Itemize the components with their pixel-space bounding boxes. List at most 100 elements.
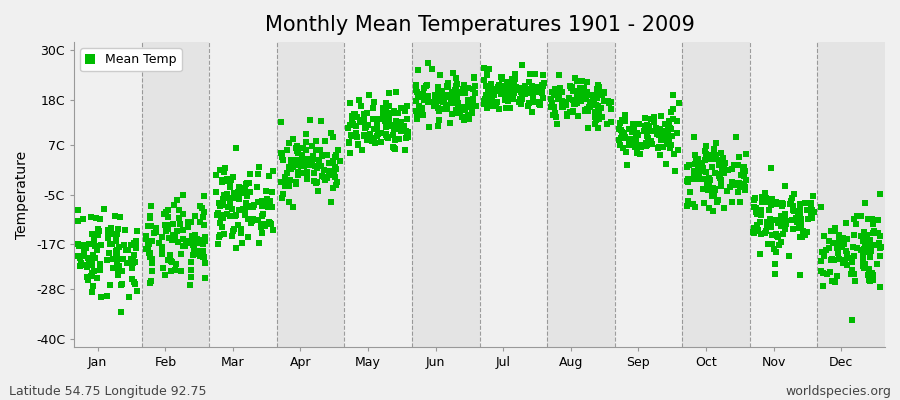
Point [167,267,182,274]
Point [769,261,783,268]
Point [386,110,400,116]
Point [845,259,859,266]
Point [760,222,774,228]
Point [392,126,406,132]
Point [763,219,778,225]
Point [484,103,499,109]
Point [736,166,751,172]
Point [570,78,584,84]
Point [816,252,831,259]
Point [737,164,751,170]
Point [305,159,320,165]
Point [733,181,747,188]
Point [280,170,294,176]
Point [482,94,497,101]
Point [399,134,413,141]
Point [378,108,392,115]
Point [441,80,455,86]
Point [321,172,336,178]
Point [706,208,721,214]
Point [515,96,529,102]
Point [840,250,854,257]
Point [594,90,608,96]
Point [505,96,519,102]
Point [141,241,156,248]
Point [468,83,482,90]
Point [193,240,207,247]
Point [788,214,803,221]
Point [793,234,807,240]
Bar [277,42,345,347]
Point [794,220,808,226]
Point [754,194,769,200]
Point [417,84,431,91]
Point [506,91,520,97]
Point [358,125,373,131]
Point [515,94,529,100]
Point [387,107,401,114]
Point [696,165,710,172]
Point [518,86,532,92]
Point [466,96,481,102]
Point [323,199,338,205]
Point [591,110,606,116]
Point [705,163,719,170]
Point [483,80,498,87]
Point [712,173,726,180]
Point [682,162,697,168]
Point [84,273,98,279]
Point [82,240,96,247]
Point [793,201,807,208]
Point [303,162,318,168]
Point [409,98,423,104]
Point [213,200,228,207]
Point [347,132,362,139]
Point [70,241,85,247]
Point [695,160,709,166]
Point [544,88,559,95]
Point [788,191,802,197]
Point [871,240,886,246]
Point [649,125,663,132]
Point [752,219,767,225]
Point [278,174,293,180]
Point [411,94,426,100]
Point [617,112,632,118]
Point [662,135,676,141]
Point [569,97,583,103]
Point [452,90,466,96]
Point [594,114,608,120]
Point [785,195,799,202]
Point [760,218,774,225]
Point [633,151,647,157]
Point [526,95,540,102]
Point [436,98,451,104]
Point [352,96,366,103]
Point [441,81,455,88]
Point [111,226,125,233]
Point [737,181,751,187]
Point [580,106,594,112]
Point [863,237,878,243]
Point [76,253,90,260]
Point [575,93,590,99]
Point [659,161,673,167]
Point [239,200,254,206]
Point [824,257,838,264]
Point [549,121,563,128]
Point [446,88,460,95]
Point [243,189,257,195]
Point [465,99,480,106]
Point [211,241,225,248]
Point [192,240,206,246]
Bar [817,42,885,347]
Point [306,156,320,163]
Point [227,195,241,201]
Point [839,248,853,254]
Point [266,204,280,211]
Point [857,238,871,244]
Point [764,224,778,230]
Point [771,234,786,240]
Point [699,151,714,157]
Point [502,90,517,96]
